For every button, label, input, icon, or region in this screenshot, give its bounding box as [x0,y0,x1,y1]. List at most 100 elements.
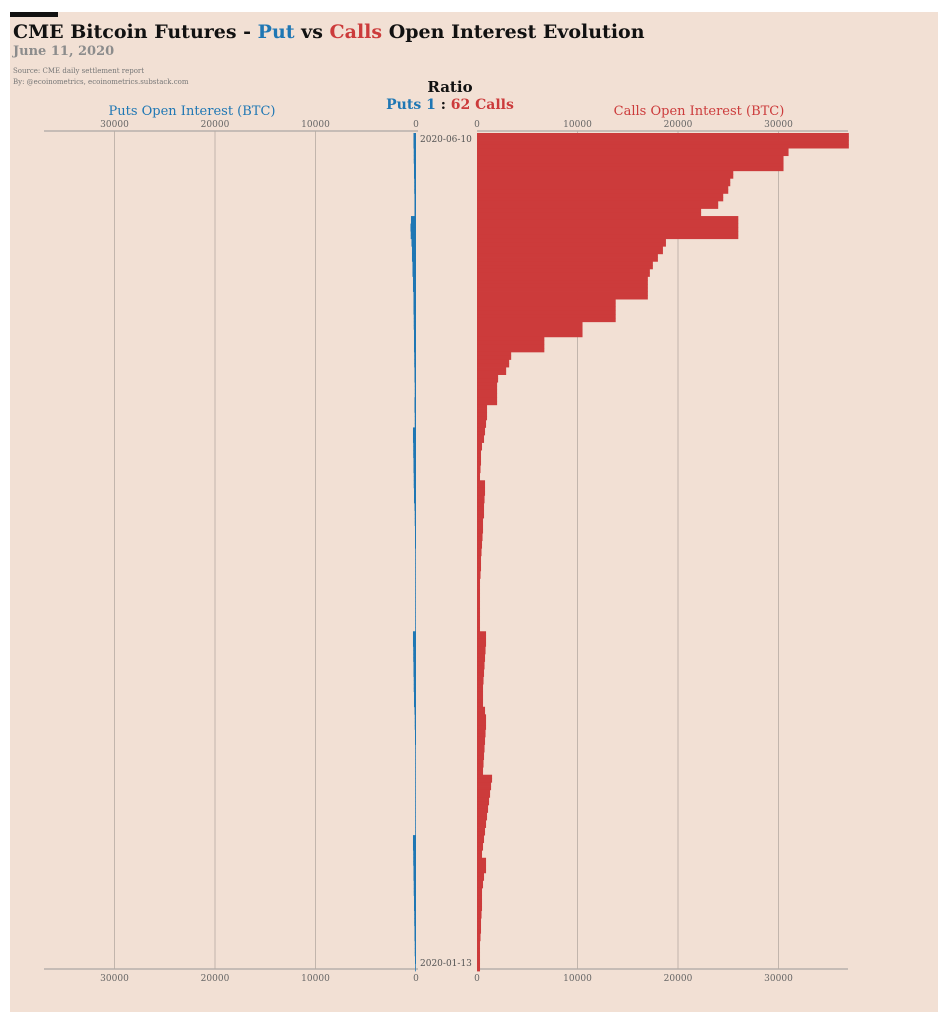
put-bar [414,378,416,383]
put-bar [413,665,416,670]
put-bar [414,412,416,417]
put-bar [412,268,416,274]
call-bar [477,480,486,485]
put-bar [413,699,416,704]
call-bar [477,918,482,923]
put-bar [414,385,416,391]
call-bar [477,502,485,508]
call-bar [477,317,616,323]
calls-bars [477,133,849,972]
put-bar [413,170,416,175]
put-bar [414,740,416,745]
call-bar [477,446,483,451]
put-bar [411,246,416,251]
put-bar [414,189,416,194]
call-bar [477,189,729,194]
put-bar [413,661,416,666]
put-bar [415,570,416,576]
call-bar [477,589,481,594]
call-bar [477,529,484,534]
call-bar [477,510,485,515]
call-bar [477,208,702,213]
call-bar [477,876,485,881]
left-top-tick-label: 30000 [100,120,129,130]
call-bar [477,197,724,202]
put-bar [415,812,416,817]
call-bar [477,133,849,138]
call-bar [477,710,486,715]
put-bar [414,940,416,945]
put-bar [413,884,416,889]
put-bar [415,778,416,783]
left-bottom-tick-label: 20000 [201,974,230,984]
put-bar [413,306,416,311]
put-bar [410,227,416,232]
ratio-block: Ratio Puts 1 : 62 Calls [370,78,530,114]
call-bar [477,759,484,764]
call-bar [477,518,484,523]
call-bar [477,253,658,258]
put-bar [410,231,416,236]
call-bar [477,672,485,677]
put-bar [413,876,416,881]
call-bar [477,948,481,953]
put-bar [414,544,416,549]
put-bar [413,499,416,504]
put-bar [414,363,416,368]
date-label-bg [418,133,476,145]
puts-bars [410,133,416,972]
put-bar [412,280,416,285]
call-bar [477,257,658,262]
put-bar [413,446,416,451]
right-bottom-tick-label: 30000 [764,974,793,984]
call-bar [477,438,485,443]
call-bar [477,423,487,428]
put-bar [413,895,416,900]
ratio-puts: Puts 1 [386,97,436,113]
call-bar [477,442,483,447]
put-bar [414,185,416,191]
put-bar [415,797,416,802]
call-bar [477,348,545,353]
put-bar [412,276,416,281]
put-bar [413,136,416,141]
call-bar [477,355,512,360]
put-bar [413,344,416,349]
put-bar [415,593,416,598]
left-top-tick-label: 20000 [201,120,230,130]
call-bar [477,585,481,591]
source-note: Source: CME daily settlement report [13,67,145,75]
put-bar [413,450,416,455]
call-bar [477,831,486,836]
call-bar [477,884,484,889]
call-bar [477,903,483,908]
title-vs: vs [294,21,330,43]
call-bar [477,955,481,961]
put-bar [415,782,416,787]
put-bar [413,865,416,870]
call-bar [477,578,481,583]
put-bar [413,695,416,700]
title-calls: Calls [329,21,383,43]
call-bar [477,367,507,372]
right-top-tick-label: 20000 [664,120,693,130]
call-bar [477,193,724,198]
put-bar [413,174,416,179]
put-bar [415,963,416,968]
call-bar [477,601,481,606]
calls-axis-title: Calls Open Interest (BTC) [614,104,785,119]
call-bar [477,770,484,776]
put-bar [414,718,416,723]
put-bar [411,257,416,262]
call-bar [477,231,739,236]
call-bar [477,246,663,251]
put-bar [413,676,416,681]
put-bar [414,959,416,964]
put-bar [414,397,416,402]
call-bar [477,608,481,613]
ratio-title: Ratio [427,78,473,96]
left-top-tick-label: 0 [413,120,419,130]
call-bar [477,159,784,164]
axis-labels: 30000 30000 20000 20000 10000 10000 0 0 0 0 10000 1… [100,104,793,984]
call-bar [477,748,485,753]
